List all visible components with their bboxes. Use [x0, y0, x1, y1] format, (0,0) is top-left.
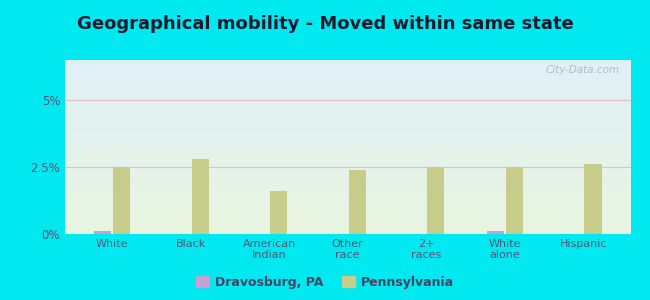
Text: Geographical mobility - Moved within same state: Geographical mobility - Moved within sam… [77, 15, 573, 33]
Bar [506, 167, 523, 234]
Bar [487, 231, 504, 234]
Text: City-Data.com: City-Data.com [545, 65, 619, 75]
Legend: Dravosburg, PA, Pennsylvania: Dravosburg, PA, Pennsylvania [191, 271, 459, 294]
Bar [113, 167, 130, 234]
Bar [270, 191, 287, 234]
Bar [427, 167, 445, 234]
Bar [94, 231, 111, 234]
Bar [584, 164, 601, 234]
Bar [192, 159, 209, 234]
Bar [348, 170, 366, 234]
